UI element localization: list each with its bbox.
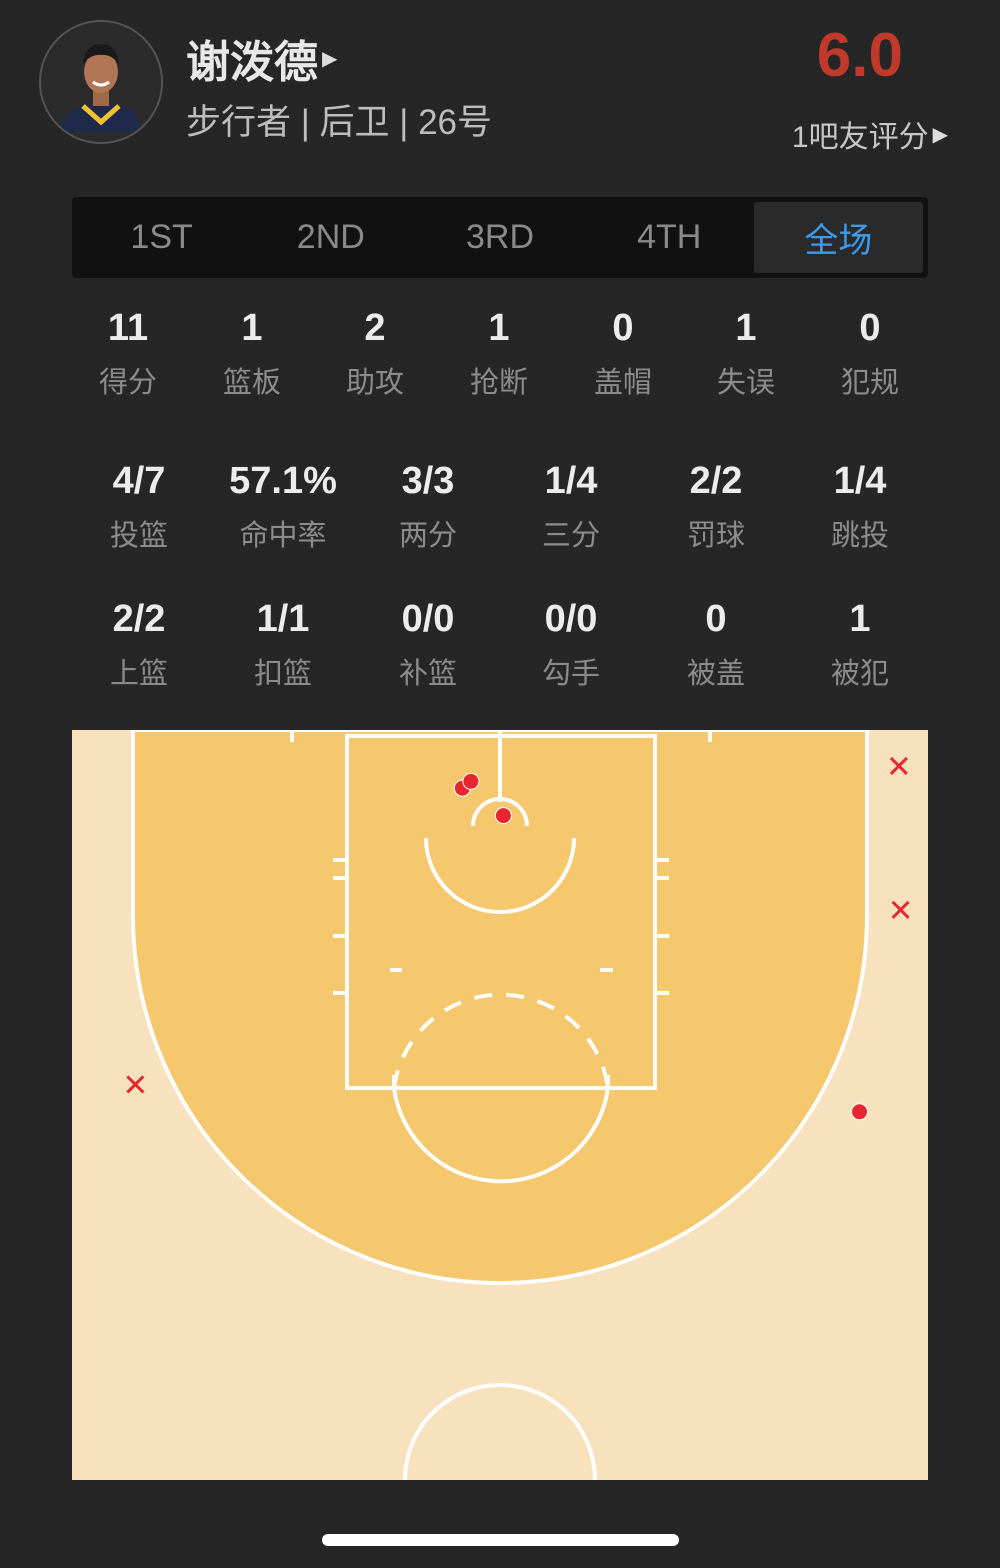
stat-label: 被犯 xyxy=(830,658,889,690)
play-arrow-icon: ▶ xyxy=(322,47,338,70)
player-name-link[interactable]: 谢泼德 ▶ xyxy=(186,26,337,90)
stat-item: 0 被盖 xyxy=(636,596,796,692)
stat-label: 助攻 xyxy=(345,367,404,399)
stat-value: 1 xyxy=(241,307,263,349)
stat-label: 命中率 xyxy=(239,520,327,552)
stat-item: 4/7 投篮 xyxy=(59,458,219,554)
stat-label: 被盖 xyxy=(686,658,745,690)
missed-shot-x-icon xyxy=(889,756,908,776)
tab-全场[interactable]: 全场 xyxy=(753,202,924,273)
stat-value: 1 xyxy=(735,307,757,349)
stat-item: 1 抢断 xyxy=(419,305,579,401)
made-shot-dot xyxy=(494,807,512,825)
stat-label: 上篮 xyxy=(109,658,168,690)
stat-value: 4/7 xyxy=(112,460,166,502)
stat-item: 2 助攻 xyxy=(295,305,455,401)
stat-label: 补篮 xyxy=(398,658,457,690)
tab-4th[interactable]: 4TH xyxy=(637,218,702,256)
stat-value: 2/2 xyxy=(112,598,166,640)
stat-value: 0 xyxy=(612,307,634,349)
shot-chart-court xyxy=(72,730,928,1480)
home-indicator[interactable] xyxy=(322,1534,679,1546)
stat-label: 罚球 xyxy=(686,520,745,552)
three-point-area xyxy=(131,730,869,1285)
stat-label: 得分 xyxy=(98,367,157,399)
stat-item: 0 犯规 xyxy=(790,305,950,401)
player-avatar[interactable] xyxy=(39,20,163,144)
made-shot-dot xyxy=(462,772,480,790)
stat-item: 1/4 跳投 xyxy=(780,458,940,554)
stat-item: 0/0 勾手 xyxy=(491,596,651,692)
stat-label: 失误 xyxy=(716,367,775,399)
stat-label: 三分 xyxy=(541,520,600,552)
player-photo xyxy=(41,22,161,142)
stat-item: 1/4 三分 xyxy=(491,458,651,554)
missed-shot-x-icon xyxy=(126,1075,145,1094)
made-shot-dot xyxy=(851,1103,869,1121)
stat-value: 1/4 xyxy=(833,460,887,502)
stat-label: 跳投 xyxy=(830,520,889,552)
tab-3rd[interactable]: 3RD xyxy=(465,218,535,256)
play-arrow-icon: ▶ xyxy=(932,123,948,146)
stat-value: 2 xyxy=(364,307,386,349)
stat-item: 0 盖帽 xyxy=(543,305,703,401)
stat-item: 1 被犯 xyxy=(780,596,940,692)
player-name: 谢泼德 xyxy=(186,38,318,87)
stat-item: 1 篮板 xyxy=(172,305,332,401)
stat-item: 1 失误 xyxy=(666,305,826,401)
stat-value: 57.1% xyxy=(229,460,337,502)
stat-item: 57.1% 命中率 xyxy=(203,458,363,554)
stat-value: 2/2 xyxy=(689,460,743,502)
restricted-area-arc xyxy=(424,837,576,914)
stat-label: 犯规 xyxy=(840,367,899,399)
court-lines xyxy=(290,730,712,1480)
stat-label: 投篮 xyxy=(109,520,168,552)
stat-label: 篮板 xyxy=(222,367,281,399)
rating-score: 6.0 xyxy=(816,21,903,90)
rating-label: 1吧友评分 xyxy=(791,121,929,154)
stat-item: 2/2 上篮 xyxy=(59,596,219,692)
period-tabs: 1ST 2ND 3RD 4TH 全场 xyxy=(72,197,928,278)
shot-markers xyxy=(126,756,910,1121)
tab-2nd[interactable]: 2ND xyxy=(296,218,365,256)
rating-link[interactable]: 1吧友评分 ▶ xyxy=(792,112,948,156)
center-circle xyxy=(403,1383,597,1480)
free-throw-circle-top xyxy=(392,992,610,1089)
stat-value: 0 xyxy=(859,307,881,349)
stat-value: 0 xyxy=(705,598,727,640)
stat-label: 两分 xyxy=(398,520,457,552)
tab-1st[interactable]: 1ST xyxy=(130,218,193,256)
stat-item: 3/3 两分 xyxy=(348,458,508,554)
stat-label: 盖帽 xyxy=(593,367,652,399)
stat-item: 11 得分 xyxy=(48,305,208,401)
free-throw-circle-bottom xyxy=(392,1075,610,1184)
stat-value: 1 xyxy=(488,307,510,349)
stat-value: 11 xyxy=(107,307,149,349)
stat-item: 1/1 扣篮 xyxy=(203,596,363,692)
stat-value: 0/0 xyxy=(401,598,455,640)
stat-value: 1 xyxy=(849,598,871,640)
stat-value: 1/1 xyxy=(256,598,310,640)
stat-label: 扣篮 xyxy=(253,658,312,690)
stat-item: 0/0 补篮 xyxy=(348,596,508,692)
player-subtitle: 步行者 | 后卫 | 26号 xyxy=(186,103,493,142)
stat-value: 3/3 xyxy=(401,460,455,502)
stat-label: 抢断 xyxy=(469,367,528,399)
stat-value: 1/4 xyxy=(544,460,598,502)
stat-item: 2/2 罚球 xyxy=(636,458,796,554)
missed-shot-x-icon xyxy=(891,900,910,919)
stat-value: 0/0 xyxy=(544,598,598,640)
stat-label: 勾手 xyxy=(541,658,600,690)
